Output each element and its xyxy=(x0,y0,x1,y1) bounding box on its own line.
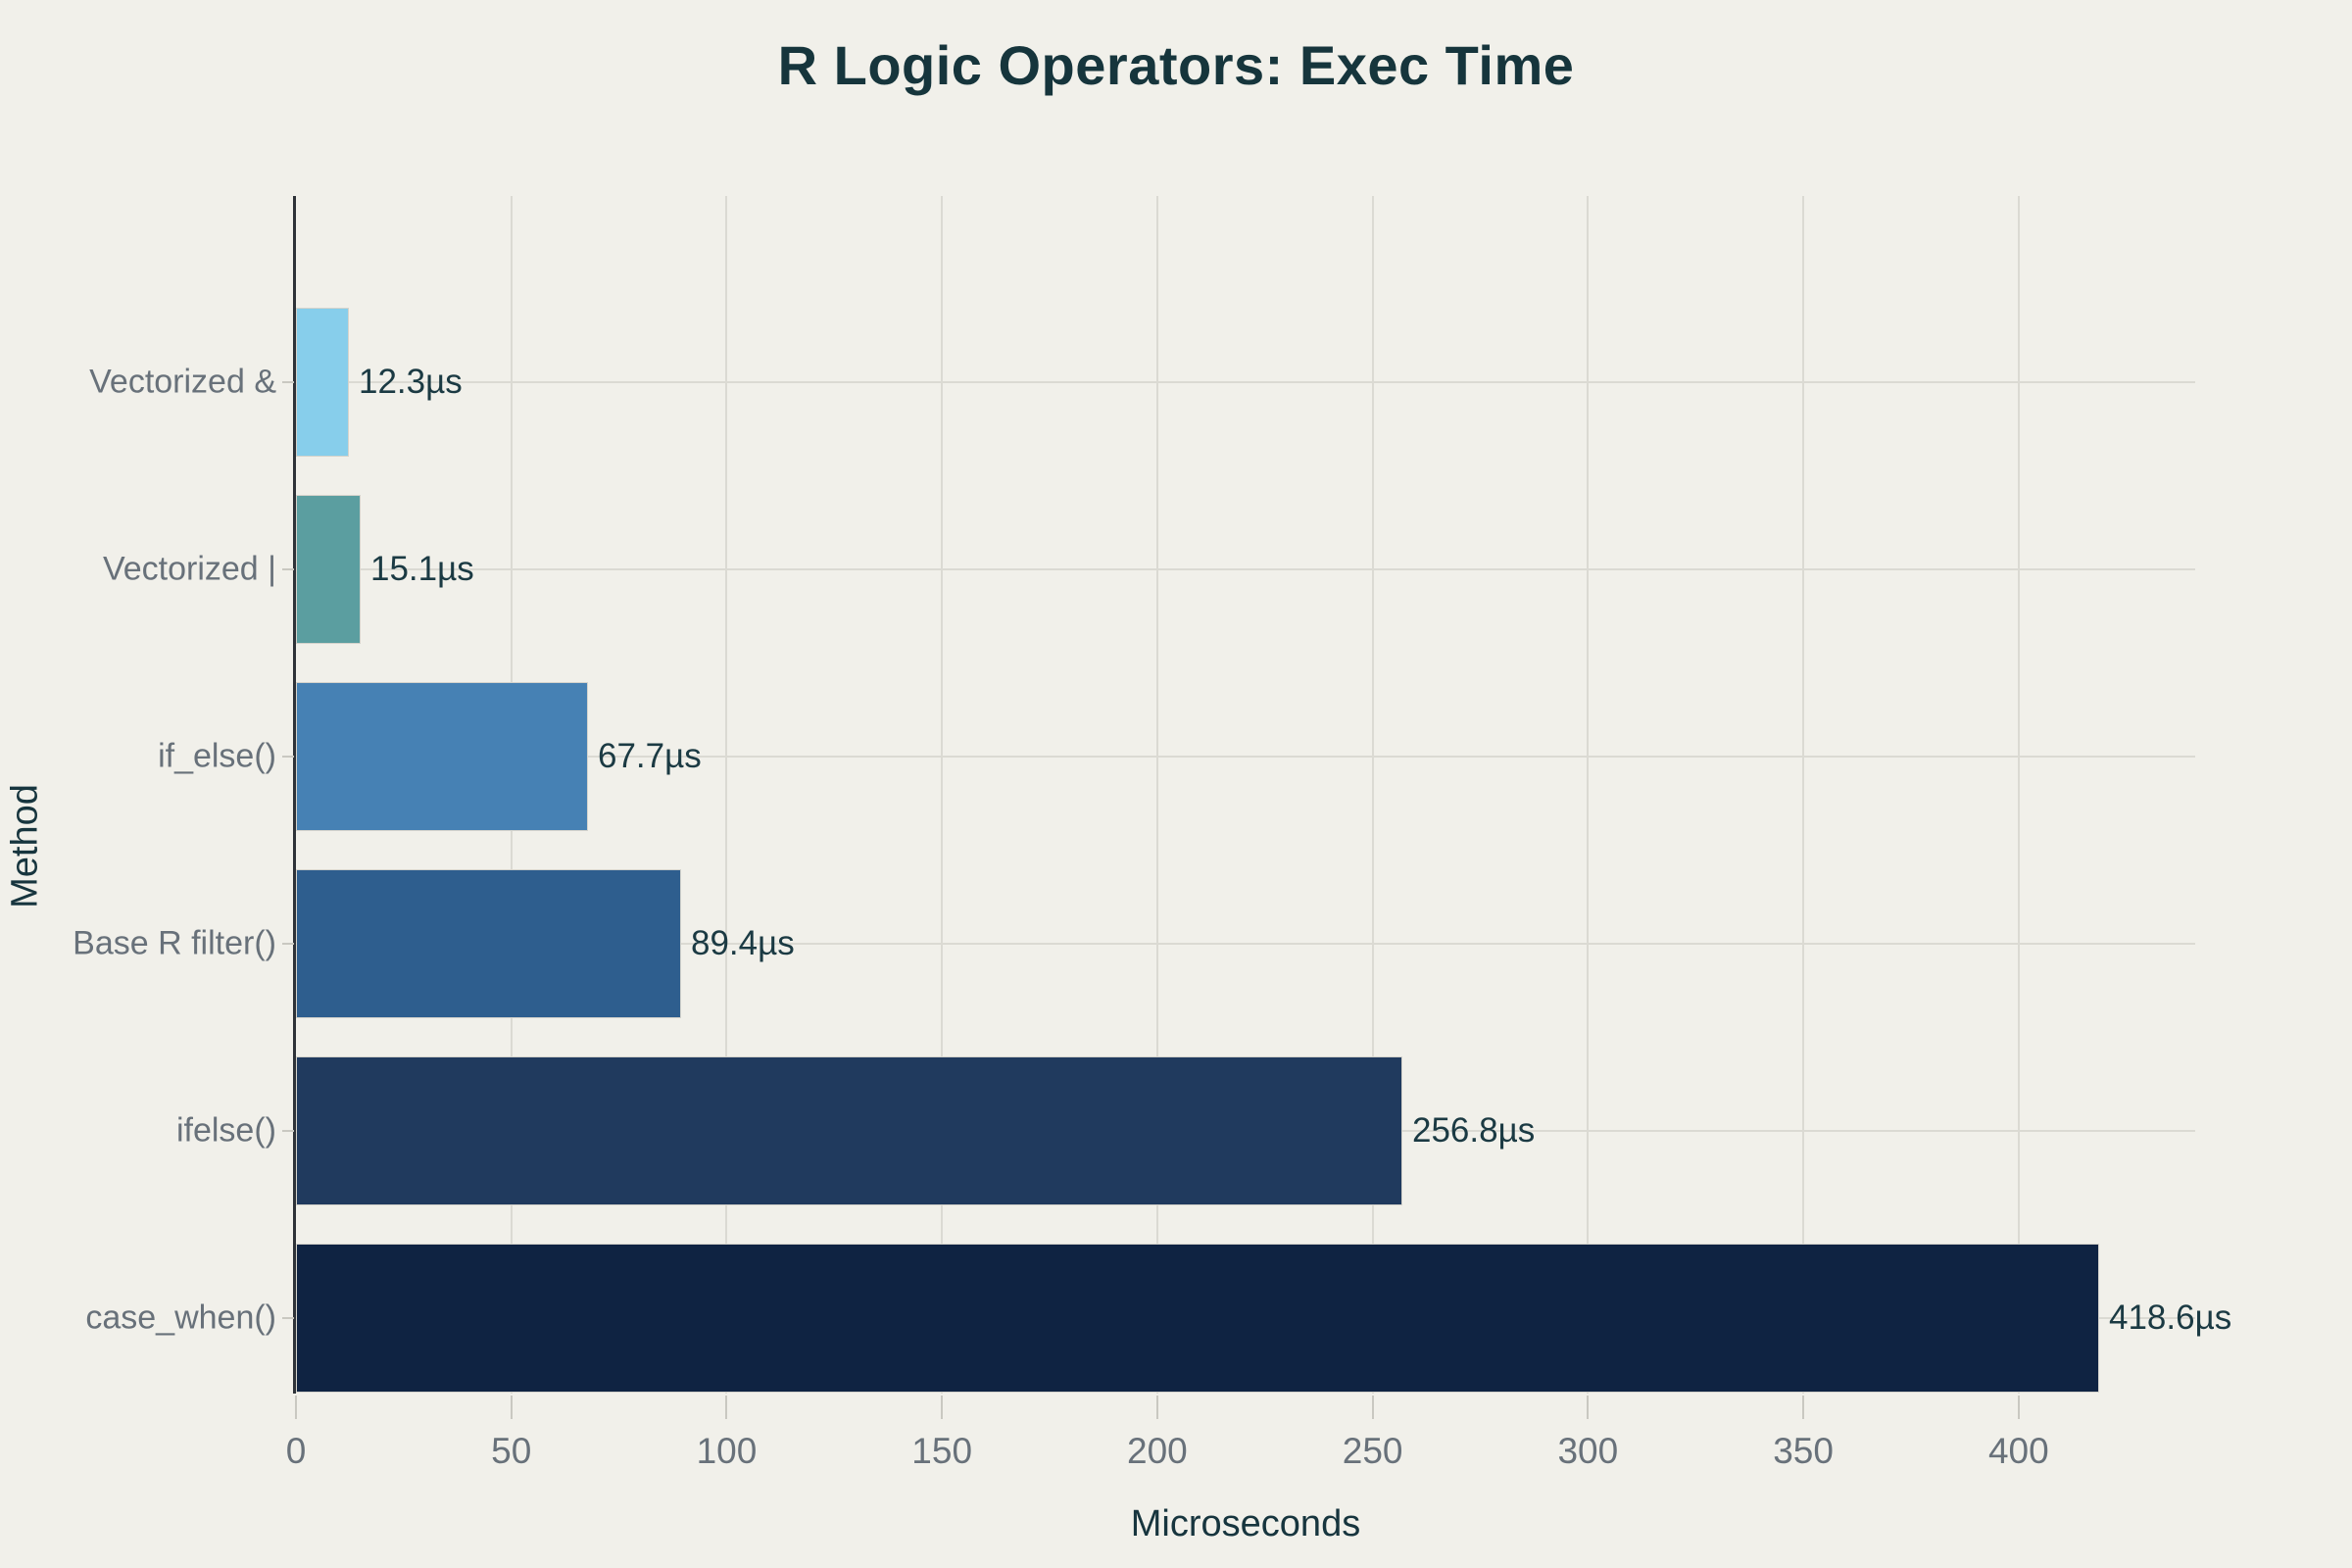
category-label: case_when() xyxy=(85,1298,276,1337)
x-tick-mark xyxy=(295,1396,297,1419)
bar-value-label: 256.8µs xyxy=(1412,1111,1536,1150)
chart-title: R Logic Operators: Exec Time xyxy=(777,34,1575,96)
x-tick-mark xyxy=(1802,1396,1805,1419)
x-tick-label: 250 xyxy=(1342,1431,1403,1471)
x-gridline xyxy=(1371,196,1374,1394)
x-gridline xyxy=(1155,196,1158,1394)
x-tick-label: 50 xyxy=(491,1431,532,1471)
y-gridline xyxy=(296,756,2195,758)
x-tick-mark xyxy=(510,1396,513,1419)
y-tick-mark xyxy=(282,1130,294,1132)
category-label: if_else() xyxy=(158,737,276,775)
y-tick-mark xyxy=(282,756,294,758)
x-gridline xyxy=(725,196,728,1394)
x-tick-mark xyxy=(1155,1396,1158,1419)
y-tick-mark xyxy=(282,381,294,383)
y-gridline xyxy=(296,381,2195,383)
x-tick-label: 0 xyxy=(285,1431,307,1471)
y-tick-mark xyxy=(282,568,294,570)
bar xyxy=(296,869,681,1018)
x-tick-mark xyxy=(2017,1396,2020,1419)
x-tick-label: 150 xyxy=(911,1431,973,1471)
bar xyxy=(296,308,349,457)
x-gridline xyxy=(941,196,944,1394)
x-axis-title: Microseconds xyxy=(1130,1503,1361,1544)
bar-value-label: 67.7µs xyxy=(598,737,702,775)
x-gridline xyxy=(1802,196,1805,1394)
bar xyxy=(296,1056,1402,1205)
y-tick-mark xyxy=(282,1317,294,1319)
bar-value-label: 89.4µs xyxy=(691,924,795,962)
y-gridline xyxy=(296,943,2195,945)
bar xyxy=(296,495,361,644)
x-tick-mark xyxy=(1587,1396,1590,1419)
x-tick-mark xyxy=(1371,1396,1374,1419)
category-label: ifelse() xyxy=(175,1111,276,1150)
bar-value-label: 12.3µs xyxy=(359,363,463,401)
bar-value-label: 418.6µs xyxy=(2109,1298,2232,1337)
x-tick-label: 300 xyxy=(1557,1431,1619,1471)
x-tick-label: 400 xyxy=(1987,1431,2049,1471)
bar xyxy=(296,1244,2099,1393)
x-tick-label: 350 xyxy=(1773,1431,1834,1471)
bar-value-label: 15.1µs xyxy=(370,550,474,588)
category-label: Vectorized & xyxy=(89,363,276,401)
bar xyxy=(296,682,588,831)
x-tick-mark xyxy=(725,1396,728,1419)
y-axis-line xyxy=(293,196,296,1394)
y-tick-mark xyxy=(282,943,294,945)
category-label: Vectorized | xyxy=(102,550,276,588)
y-gridline xyxy=(296,568,2195,570)
x-tick-label: 100 xyxy=(696,1431,758,1471)
x-tick-mark xyxy=(941,1396,944,1419)
category-label: Base R filter() xyxy=(73,924,276,962)
x-gridline xyxy=(1587,196,1590,1394)
x-gridline xyxy=(2017,196,2020,1394)
x-tick-label: 200 xyxy=(1127,1431,1188,1471)
